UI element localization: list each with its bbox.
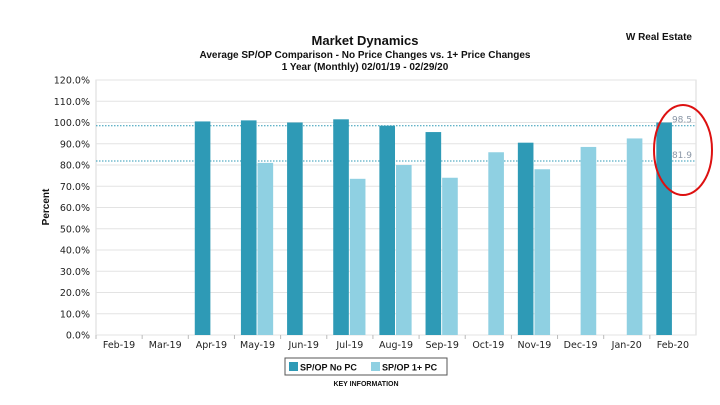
reference-line-labels: 98.5 81.9 <box>672 116 692 161</box>
bar-1plus-pc <box>580 146 597 335</box>
x-tick-label: Aug-19 <box>379 340 413 351</box>
legend-box <box>284 357 448 376</box>
x-tick-label: Apr-19 <box>196 340 227 351</box>
bar-1plus-pc <box>442 177 458 335</box>
x-tick-label: Jul-19 <box>335 340 363 351</box>
legend-label-no-pc: SP/OP No PC <box>300 363 357 373</box>
y-tick-label: 30.0% <box>60 267 90 278</box>
x-tick-label: Dec-19 <box>564 340 598 351</box>
x-tick-label: Jun-19 <box>288 340 319 351</box>
y-axis-ticks: 0.0% 10.0% 20.0% 30.0% 40.0% 50.0% 60.0% 70.0% 8… <box>54 76 90 342</box>
x-tick-label: Feb-20 <box>657 340 689 351</box>
y-tick-label: 70.0% <box>60 182 90 193</box>
bar-1plus-pc <box>626 138 643 335</box>
y-axis-label: Percent <box>41 188 52 225</box>
y-tick-label: 110.0% <box>54 97 90 108</box>
chart-title: Market Dynamics <box>312 33 419 48</box>
y-tick-label: 20.0% <box>60 288 90 299</box>
bar-1plus-pc <box>488 152 504 335</box>
x-tick-label: May-19 <box>240 340 275 351</box>
brand-label: W Real Estate <box>626 32 693 43</box>
legend-label-1plus-pc: SP/OP 1+ PC <box>382 363 438 373</box>
x-tick-label: Sep-19 <box>425 340 458 351</box>
bar-no-pc <box>333 119 349 335</box>
bar-1plus-pc <box>257 162 274 335</box>
reference-line-label: 98.5 <box>672 116 692 126</box>
x-tick-label: Mar-19 <box>149 340 182 351</box>
chart-subtitle: Average SP/OP Comparison - No Price Chan… <box>200 50 531 61</box>
y-tick-label: 120.0% <box>54 76 90 87</box>
bar-no-pc <box>240 120 257 335</box>
y-tick-label: 60.0% <box>60 203 90 214</box>
x-axis-ticks: Feb-19 Mar-19 Apr-19 May-19 Jun-19 Jul-19 Aug-… <box>95 335 689 351</box>
bar-no-pc <box>379 125 395 335</box>
y-tick-label: 10.0% <box>60 309 90 320</box>
y-tick-label: 90.0% <box>60 139 90 150</box>
bar-1plus-pc <box>534 169 551 335</box>
y-tick-label: 50.0% <box>60 224 90 235</box>
y-tick-label: 80.0% <box>60 161 90 172</box>
reference-line-label: 81.9 <box>672 151 692 161</box>
x-tick-label: Jan-20 <box>611 340 642 351</box>
y-tick-label: 40.0% <box>60 246 90 257</box>
highlight-circle <box>653 104 713 196</box>
x-tick-label: Feb-19 <box>103 340 135 351</box>
key-information-label: KEY INFORMATION <box>333 381 398 388</box>
legend-swatch-no-pc <box>289 362 298 371</box>
bar-no-pc <box>194 121 211 335</box>
chart-subtitle-dates: 1 Year (Monthly) 02/01/19 - 02/29/20 <box>282 62 449 73</box>
y-tick-label: 0.0% <box>66 331 90 342</box>
x-tick-label: Nov-19 <box>518 340 552 351</box>
bar-no-pc <box>287 122 303 335</box>
y-tick-label: 100.0% <box>54 118 90 129</box>
bar-no-pc <box>517 142 534 335</box>
bar-no-pc <box>656 122 672 335</box>
legend-swatch-1plus-pc <box>371 362 380 371</box>
bar-1plus-pc <box>349 178 366 335</box>
x-tick-label: Oct-19 <box>472 340 504 351</box>
bar-1plus-pc <box>396 165 412 335</box>
bar-no-pc <box>425 132 442 335</box>
bars <box>194 119 672 335</box>
